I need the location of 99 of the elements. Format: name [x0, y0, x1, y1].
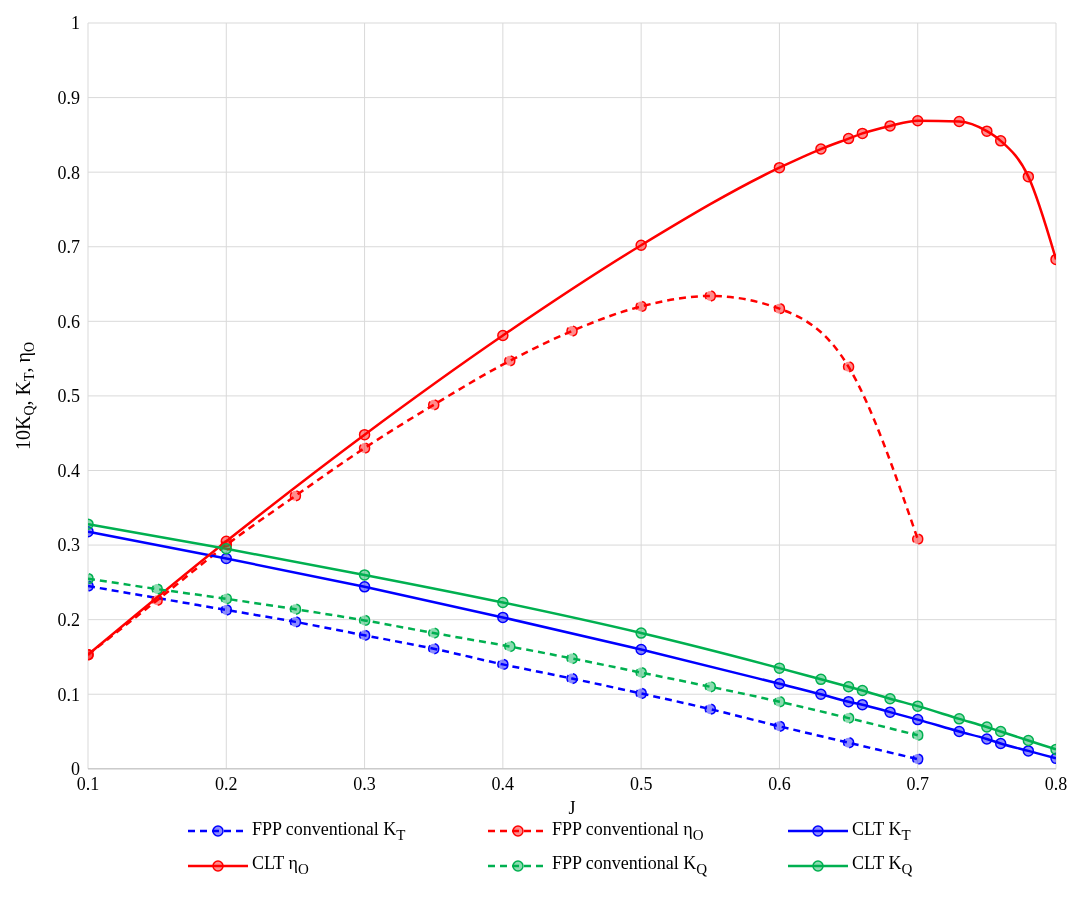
point	[994, 135, 1007, 147]
point	[981, 125, 993, 137]
y-tick-label: 0.2	[57, 610, 80, 631]
point	[911, 753, 924, 765]
point	[981, 733, 993, 745]
point	[220, 552, 233, 565]
point	[842, 712, 855, 724]
y-tick-label: 0.9	[57, 87, 80, 108]
point	[635, 687, 647, 700]
point	[289, 490, 302, 502]
legend-label: FPP conventional η$_{O}$	[552, 818, 704, 844]
point	[911, 713, 924, 726]
point	[358, 581, 371, 593]
point	[842, 132, 855, 145]
legend-label: FPP conventional K$_{Q}$	[552, 853, 708, 878]
point	[856, 127, 869, 140]
point	[953, 725, 965, 738]
point	[884, 706, 896, 718]
point	[704, 681, 717, 693]
point	[815, 673, 827, 686]
point	[773, 695, 786, 708]
y-tick-label: 0.1	[57, 684, 80, 705]
y-tick-label: 0.4	[57, 460, 80, 481]
point	[1022, 745, 1035, 757]
point	[856, 698, 869, 711]
y-tick-label: 0.5	[57, 386, 80, 407]
point	[504, 355, 516, 367]
point	[566, 325, 578, 337]
point	[773, 720, 786, 733]
point	[289, 616, 302, 628]
y-tick-label: 0.7	[57, 237, 80, 258]
point	[566, 652, 578, 665]
point	[220, 593, 233, 605]
point	[358, 428, 371, 441]
x-tick-label: 0.3	[353, 773, 376, 794]
point	[911, 729, 924, 741]
point	[497, 658, 509, 671]
point	[220, 543, 233, 555]
point	[358, 629, 371, 642]
y-tick-label: 0.3	[57, 535, 80, 556]
point	[773, 678, 786, 690]
point	[911, 533, 924, 545]
point	[911, 700, 924, 712]
point	[504, 640, 516, 653]
point	[773, 662, 786, 674]
x-tick-label: 0.6	[768, 773, 791, 794]
x-tick-label: 0.5	[629, 773, 653, 794]
point	[358, 442, 371, 454]
point	[566, 672, 578, 685]
point	[704, 290, 717, 302]
point	[635, 300, 647, 313]
point	[856, 684, 869, 697]
point	[815, 688, 827, 700]
x-tick-label: 0.7	[906, 773, 929, 794]
point	[427, 399, 440, 411]
x-axis-title: J	[568, 797, 576, 818]
point	[953, 713, 965, 725]
point	[704, 703, 717, 715]
point	[358, 614, 371, 627]
point	[427, 642, 440, 655]
point	[151, 583, 163, 595]
point	[635, 627, 647, 639]
legend-label: FPP conventional K$_{T}$	[252, 818, 406, 844]
point	[635, 643, 647, 656]
point	[427, 627, 440, 639]
point	[981, 721, 993, 733]
point	[953, 115, 965, 128]
y-tick-label: 1	[71, 13, 80, 34]
point	[994, 725, 1007, 738]
point	[842, 736, 855, 749]
x-tick-label: 0.4	[491, 773, 515, 794]
point	[773, 161, 786, 174]
y-tick-label: 0.6	[57, 311, 80, 332]
legend-label: CLT K$_{Q}$	[852, 853, 913, 878]
point	[842, 681, 855, 693]
point	[497, 596, 509, 609]
point	[773, 302, 786, 315]
y-tick-label: 0.8	[57, 162, 80, 183]
point	[994, 737, 1007, 750]
legend-label: CLT K$_{T}$	[852, 818, 911, 844]
legend-label: CLT η$_{O}$	[252, 853, 309, 878]
x-tick-label: 0.2	[215, 773, 238, 794]
point	[815, 143, 827, 155]
point	[911, 114, 924, 127]
point	[842, 361, 855, 373]
point	[497, 611, 509, 624]
point	[358, 569, 371, 581]
point	[151, 594, 163, 607]
point	[884, 692, 896, 705]
point	[289, 603, 302, 615]
point	[635, 239, 647, 251]
point	[497, 329, 509, 342]
x-tick-label: 0.8	[1044, 773, 1068, 794]
point	[1022, 734, 1035, 747]
point	[220, 604, 233, 616]
point	[635, 666, 647, 679]
point	[842, 695, 855, 708]
point	[884, 120, 896, 132]
point	[1022, 170, 1035, 183]
